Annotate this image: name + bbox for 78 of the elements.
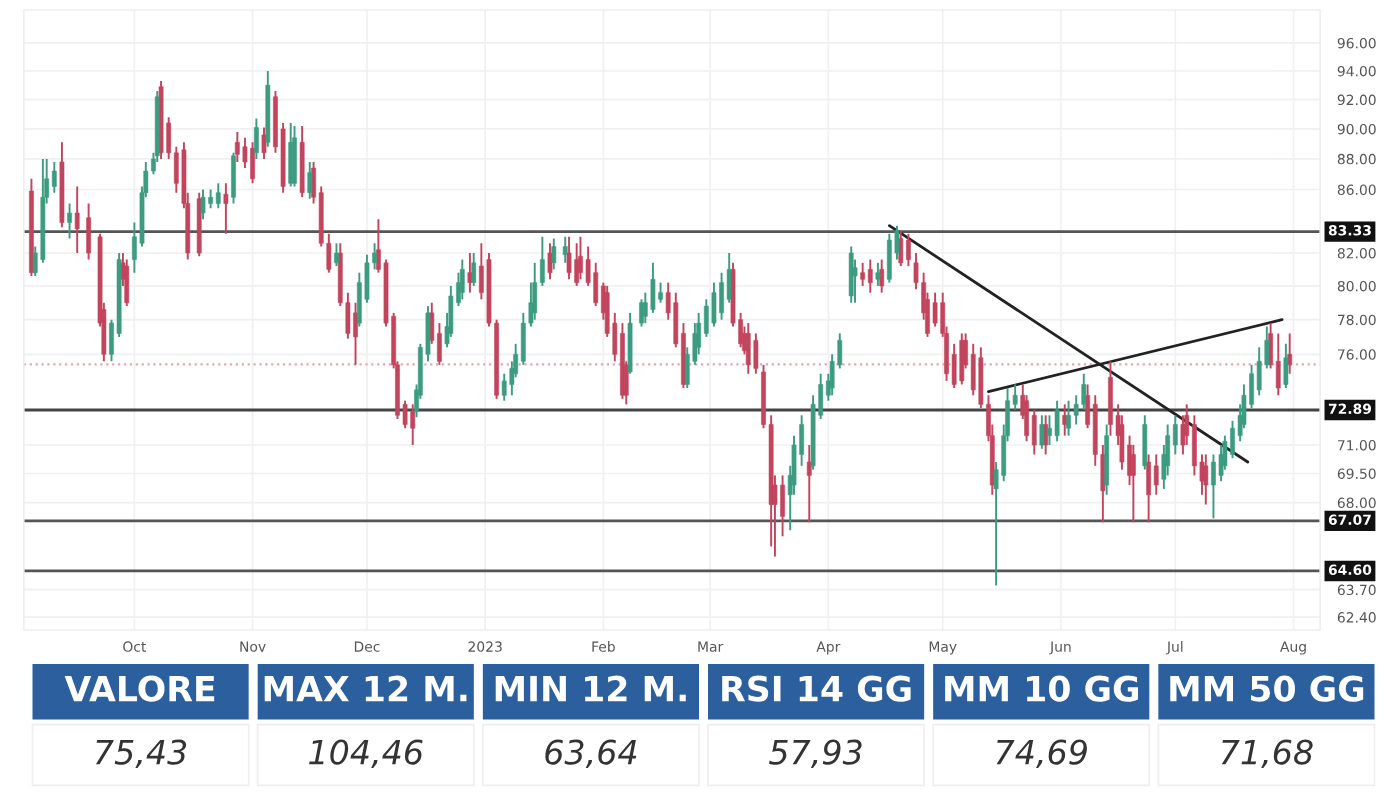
candlestick [67, 202, 72, 240]
candlestick [875, 261, 881, 287]
category-label: MM 10 GG [945, 675, 1138, 702]
category-label: MAX 12 M. [264, 675, 467, 702]
candlestick [1203, 453, 1209, 506]
candlestick [658, 281, 663, 304]
candlestick [1218, 444, 1224, 483]
candlestick [719, 271, 724, 321]
candlestick [234, 130, 240, 163]
candlestick [711, 281, 717, 328]
category-label: VALORE [64, 675, 215, 702]
candlestick [51, 160, 57, 194]
candlestick [86, 202, 91, 261]
candlestick [639, 298, 644, 328]
text: 104,46 [309, 739, 423, 769]
candlestick [551, 237, 557, 271]
candlestick [886, 232, 892, 284]
candlestick [1153, 453, 1159, 496]
text: 74,69 [996, 739, 1087, 769]
candlestick [848, 245, 854, 304]
candlestick [410, 403, 416, 446]
candlestick [307, 160, 313, 200]
candlestick [593, 261, 599, 308]
candlestick [250, 141, 255, 185]
candlestick [1108, 360, 1113, 437]
text: 57,93 [769, 739, 862, 769]
candlestick [334, 242, 339, 268]
text: 63,64 [545, 739, 637, 769]
candlestick [1047, 414, 1052, 446]
candlestick [261, 126, 267, 160]
candlestick [578, 235, 583, 281]
candlestick [459, 258, 465, 301]
candlestick [215, 182, 221, 210]
candlestick [1211, 453, 1216, 520]
candlestick [780, 474, 785, 538]
candlestick [231, 151, 236, 205]
category-label: RSI 14 GG [722, 675, 911, 702]
candlestick [292, 125, 297, 188]
candlestick [532, 261, 538, 321]
candlestick [1192, 414, 1197, 477]
candlestick [1230, 419, 1235, 460]
candlestick [471, 252, 477, 287]
candlestick [932, 291, 938, 328]
candlestick [753, 332, 759, 375]
candlestick [898, 229, 904, 268]
candlestick [860, 261, 866, 287]
candlestick [1146, 453, 1151, 524]
text: 75,43 [95, 739, 187, 769]
candlestick [806, 444, 812, 524]
candlestick [650, 261, 656, 314]
candlestick [1039, 414, 1045, 450]
candlestick [906, 232, 911, 268]
candlestick [879, 258, 885, 294]
category-label: MM 50 GG [1170, 675, 1364, 702]
candlestick [208, 188, 214, 210]
candlestick [1054, 399, 1060, 443]
candlestick [1130, 444, 1136, 524]
candlestick [1275, 332, 1281, 397]
candlestick [124, 258, 130, 308]
candlestick [223, 182, 229, 235]
candlestick [1142, 414, 1148, 471]
candlestick [74, 185, 80, 254]
candlestick [959, 332, 965, 386]
candlestick [867, 258, 873, 294]
candlestick [547, 242, 553, 281]
candlestick [574, 242, 580, 287]
candlestick [745, 322, 751, 375]
text: 71,68 [1221, 739, 1313, 769]
candlestick [1066, 399, 1071, 437]
category-label: MIN 12 M. [495, 675, 686, 702]
candlestick [200, 188, 206, 221]
candlestick [501, 372, 507, 402]
candlestick [1081, 372, 1087, 411]
candlestick [562, 235, 568, 264]
candlestick [566, 235, 572, 281]
candlestick [254, 117, 259, 160]
candlestick [1283, 342, 1289, 390]
candlestick [353, 301, 358, 366]
